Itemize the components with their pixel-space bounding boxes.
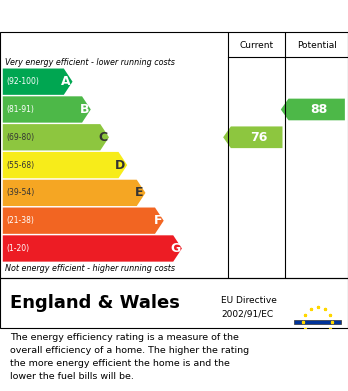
Polygon shape — [3, 152, 127, 178]
Text: The energy efficiency rating is a measure of the
overall efficiency of a home. T: The energy efficiency rating is a measur… — [10, 334, 250, 381]
Polygon shape — [3, 235, 182, 262]
Bar — [294, 320, 341, 325]
Text: (92-100): (92-100) — [6, 77, 39, 86]
Text: Very energy efficient - lower running costs: Very energy efficient - lower running co… — [5, 58, 175, 67]
Text: 88: 88 — [310, 103, 327, 116]
Text: (55-68): (55-68) — [6, 161, 34, 170]
Text: England & Wales: England & Wales — [10, 294, 180, 312]
Polygon shape — [3, 96, 91, 123]
Polygon shape — [3, 124, 109, 151]
Polygon shape — [223, 126, 283, 148]
Polygon shape — [3, 208, 164, 234]
Text: 2002/91/EC: 2002/91/EC — [221, 310, 273, 319]
Text: (39-54): (39-54) — [6, 188, 34, 197]
Text: (69-80): (69-80) — [6, 133, 34, 142]
Text: Potential: Potential — [297, 41, 337, 50]
Text: D: D — [115, 159, 126, 172]
Polygon shape — [281, 99, 345, 120]
Text: F: F — [153, 214, 162, 227]
Text: Current: Current — [239, 41, 274, 50]
Text: G: G — [170, 242, 180, 255]
Text: Energy Efficiency Rating: Energy Efficiency Rating — [10, 9, 213, 23]
Text: (81-91): (81-91) — [6, 105, 34, 114]
Text: (21-38): (21-38) — [6, 216, 34, 225]
Polygon shape — [3, 68, 72, 95]
Text: A: A — [61, 75, 71, 88]
Polygon shape — [3, 180, 145, 206]
Text: 76: 76 — [250, 131, 267, 144]
Text: Not energy efficient - higher running costs: Not energy efficient - higher running co… — [5, 264, 175, 273]
Text: EU Directive: EU Directive — [221, 296, 277, 305]
Text: B: B — [80, 103, 89, 116]
Text: C: C — [98, 131, 107, 144]
Text: (1-20): (1-20) — [6, 244, 29, 253]
Text: E: E — [135, 187, 144, 199]
